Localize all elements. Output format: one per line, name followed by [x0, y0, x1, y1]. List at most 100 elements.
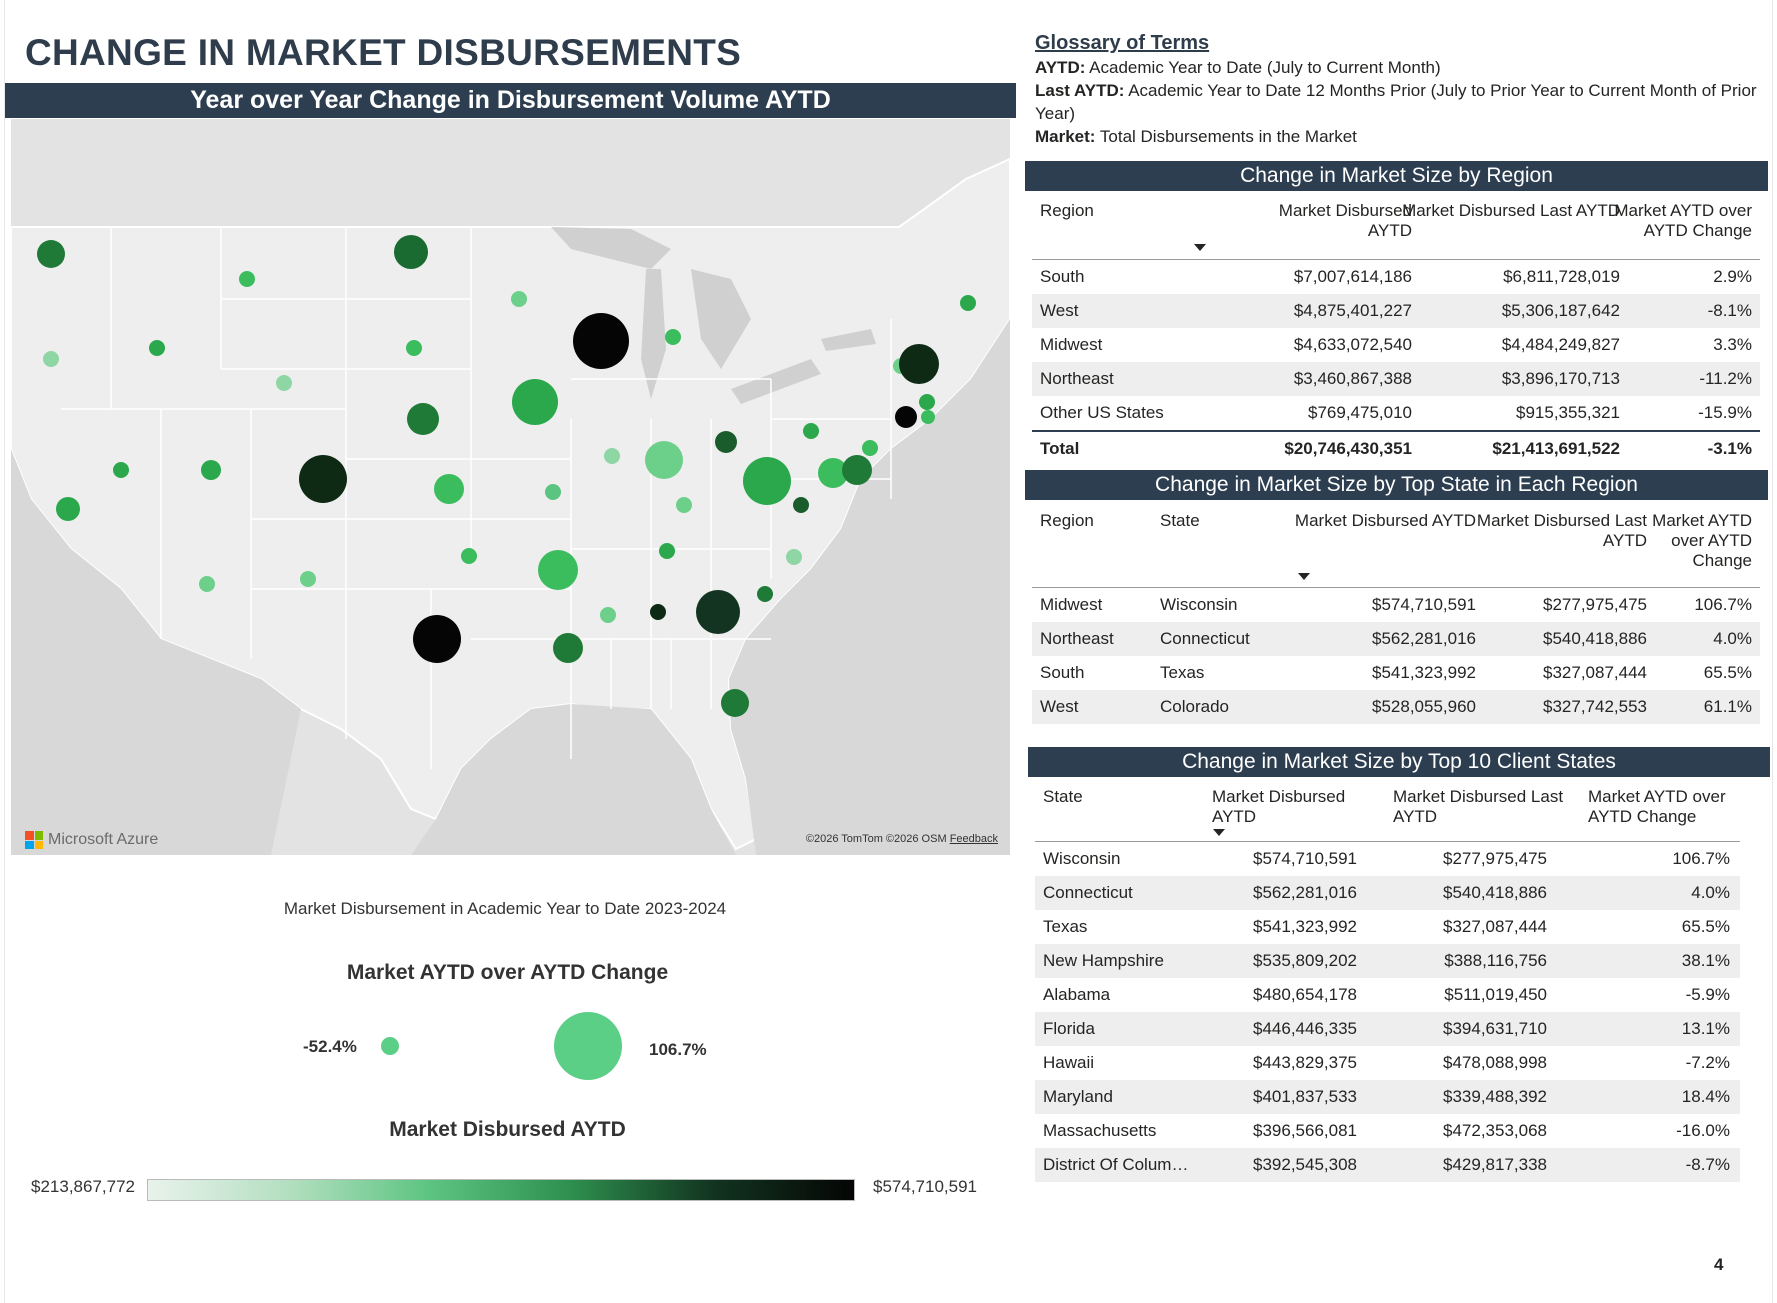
bubble-map[interactable]: Microsoft Azure ©2026 TomTom ©2026 OSM F…: [11, 119, 1010, 855]
table-row[interactable]: District Of Colum… $392,545,308 $429,817,3…: [1035, 1148, 1740, 1182]
bubble-kentucky[interactable]: [676, 497, 692, 513]
col-header-disbursed-last-aytd[interactable]: Market Disbursed Last AYTD: [1402, 201, 1620, 220]
bubble-indiana[interactable]: [645, 441, 683, 479]
bubble-iowa[interactable]: [512, 379, 558, 425]
bubble-kansas[interactable]: [434, 474, 464, 504]
bubble-nevada[interactable]: [113, 462, 129, 478]
table-row[interactable]: Midwest $4,633,072,540 $4,484,249,827 3.3%: [1032, 328, 1760, 362]
bubble-georgia[interactable]: [696, 590, 740, 634]
bubble-tennessee[interactable]: [659, 543, 675, 559]
table-row[interactable]: West Colorado $528,055,960 $327,742,553 61.1…: [1032, 690, 1760, 724]
bubble-california[interactable]: [56, 497, 80, 521]
bubble-massachusetts[interactable]: [919, 394, 935, 410]
bubble-maryland[interactable]: [818, 458, 848, 488]
table-row[interactable]: Florida $446,446,335 $394,631,710 13.1%: [1035, 1012, 1740, 1046]
table-cell: $6,811,728,019: [1503, 267, 1620, 286]
col-header-aytd-change[interactable]: Market AYTD over AYTD Change: [1614, 201, 1752, 240]
table-cell: $769,475,010: [1308, 403, 1412, 422]
bubble-rhode-island[interactable]: [921, 410, 935, 424]
bubble-nebraska[interactable]: [407, 403, 439, 435]
bubble-new-hampshire[interactable]: [899, 344, 939, 384]
bubble-illinois[interactable]: [604, 448, 620, 464]
bubble-oregon[interactable]: [43, 351, 59, 367]
bubble-idaho[interactable]: [149, 340, 165, 356]
table-row[interactable]: Texas $541,323,992 $327,087,444 65.5%: [1035, 910, 1740, 944]
col-header-disbursed-aytd[interactable]: Market Disbursed AYTD: [1294, 511, 1476, 530]
bubble-arkansas[interactable]: [538, 550, 578, 590]
sort-desc-icon[interactable]: [1213, 829, 1225, 836]
table-row[interactable]: Other US States $769,475,010 $915,355,321 -…: [1032, 396, 1760, 430]
sort-desc-icon[interactable]: [1194, 244, 1206, 251]
bubble-minnesota[interactable]: [511, 291, 527, 307]
bubble-wyoming[interactable]: [276, 375, 292, 391]
table-row[interactable]: Connecticut $562,281,016 $540,418,886 4.0%: [1035, 876, 1740, 910]
bubble-new-jersey[interactable]: [862, 440, 878, 456]
table-cell: 13.1%: [1681, 1019, 1730, 1038]
table-cell: 4.0%: [1713, 629, 1752, 648]
size-legend-min: -52.4%: [303, 1037, 357, 1056]
bubble-connecticut[interactable]: [895, 406, 917, 428]
table-row[interactable]: Alabama $480,654,178 $511,019,450 -5.9%: [1035, 978, 1740, 1012]
bubble-missouri[interactable]: [545, 484, 561, 500]
bubble-colorado[interactable]: [299, 455, 347, 503]
bubble-delaware[interactable]: [842, 455, 872, 485]
table-row[interactable]: Midwest Wisconsin $574,710,591 $277,975,475…: [1032, 588, 1760, 622]
col-header-state[interactable]: State: [1043, 787, 1083, 806]
bubble-arizona[interactable]: [199, 576, 215, 592]
map-canvas[interactable]: [11, 119, 1010, 855]
bubble-oklahoma[interactable]: [461, 548, 477, 564]
microsoft-logo-icon: [25, 831, 43, 849]
bubble-south-dakota[interactable]: [406, 340, 422, 356]
col-header-aytd-change[interactable]: Market AYTD over AYTD Change: [1588, 787, 1726, 826]
bubble-florida[interactable]: [721, 689, 749, 717]
table-row[interactable]: Northeast $3,460,867,388 $3,896,170,713 -11…: [1032, 362, 1760, 396]
table-row[interactable]: Hawaii $443,829,375 $478,088,998 -7.2%: [1035, 1046, 1740, 1080]
bubble-north-dakota[interactable]: [394, 235, 428, 269]
size-legend-small-bubble: [381, 1037, 399, 1055]
top10-table[interactable]: State Market Disbursed AYTD Market Disbu…: [1035, 785, 1740, 1185]
sort-desc-icon[interactable]: [1298, 573, 1310, 580]
col-header-aytd-change[interactable]: Market AYTD over AYTD Change: [1652, 511, 1752, 570]
bubble-montana[interactable]: [239, 271, 255, 287]
bubble-new-mexico[interactable]: [300, 571, 316, 587]
bubble-michigan[interactable]: [665, 329, 681, 345]
col-header-disbursed-aytd[interactable]: Market Disbursed AYTD: [1212, 787, 1346, 826]
map-bubbles[interactable]: [37, 235, 976, 717]
table-row[interactable]: Maryland $401,837,533 $339,488,392 18.4%: [1035, 1080, 1740, 1114]
size-legend-large-bubble: [554, 1012, 622, 1080]
table-row[interactable]: West $4,875,401,227 $5,306,187,642 -8.1%: [1032, 294, 1760, 328]
col-header-region[interactable]: Region: [1040, 511, 1094, 530]
bubble-west-virginia[interactable]: [743, 457, 791, 505]
bubble-mississippi[interactable]: [600, 607, 616, 623]
bubble-texas[interactable]: [413, 615, 461, 663]
col-header-region[interactable]: Region: [1040, 201, 1094, 220]
bubble-washington[interactable]: [37, 240, 65, 268]
table-cell: $3,460,867,388: [1293, 369, 1412, 388]
bubble-north-carolina[interactable]: [786, 549, 802, 565]
bubble-utah[interactable]: [201, 460, 221, 480]
table-row[interactable]: Massachusetts $396,566,081 $472,353,068 -16…: [1035, 1114, 1740, 1148]
bubble-virginia[interactable]: [793, 497, 809, 513]
table-row[interactable]: South $7,007,614,186 $6,811,728,019 2.9%: [1032, 260, 1760, 294]
col-header-state[interactable]: State: [1160, 511, 1200, 530]
table-row[interactable]: New Hampshire $535,809,202 $388,116,756 38.…: [1035, 944, 1740, 978]
col-header-disbursed-last-aytd[interactable]: Market Disbursed Last AYTD: [1476, 511, 1647, 550]
bubble-pennsylvania[interactable]: [803, 423, 819, 439]
bubble-south-carolina[interactable]: [757, 586, 773, 602]
region-table[interactable]: Region Market Disbursed AYTD Market Disb…: [1032, 199, 1760, 459]
bubble-louisiana[interactable]: [553, 633, 583, 663]
bubble-maine[interactable]: [960, 295, 976, 311]
table-cell: New Hampshire: [1043, 951, 1164, 970]
table-row[interactable]: South Texas $541,323,992 $327,087,444 65.5%: [1032, 656, 1760, 690]
table-cell: $396,566,081: [1253, 1121, 1357, 1140]
table-cell: 106.7%: [1672, 849, 1730, 868]
top-state-table[interactable]: Region State Market Disbursed AYTD Marke…: [1032, 509, 1760, 729]
bubble-ohio[interactable]: [715, 431, 737, 453]
table-row[interactable]: Wisconsin $574,710,591 $277,975,475 106.7%: [1035, 842, 1740, 876]
bubble-wisconsin[interactable]: [573, 313, 629, 369]
col-header-disbursed-aytd[interactable]: Market Disbursed AYTD: [1278, 201, 1412, 240]
col-header-disbursed-last-aytd[interactable]: Market Disbursed Last AYTD: [1393, 787, 1564, 826]
table-row[interactable]: Northeast Connecticut $562,281,016 $540,418…: [1032, 622, 1760, 656]
bubble-alabama[interactable]: [650, 604, 666, 620]
feedback-link[interactable]: Feedback: [949, 833, 998, 845]
